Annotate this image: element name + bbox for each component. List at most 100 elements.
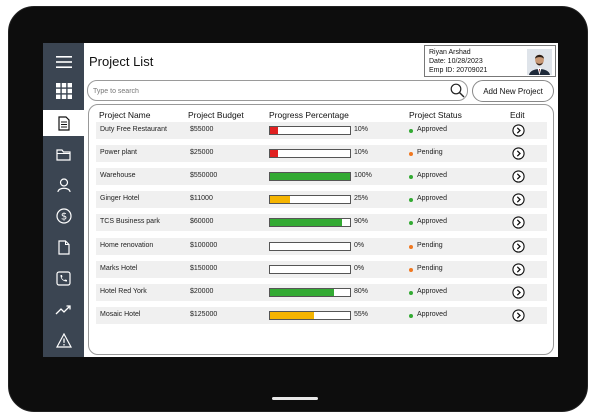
warning-icon — [55, 332, 72, 348]
progress-bar — [269, 126, 351, 135]
status-indicator — [409, 313, 413, 318]
edit-chevron-icon[interactable] — [512, 239, 525, 253]
progress-fill — [270, 196, 290, 204]
sidebar-item-alerts[interactable] — [43, 327, 84, 353]
project-name: Home renovation — [100, 241, 154, 249]
user-photo — [527, 49, 552, 75]
dollar-icon: $ — [55, 208, 72, 224]
project-name: Marks Hotel — [100, 264, 138, 272]
progress-fill — [270, 288, 334, 296]
sidebar-item-files[interactable] — [43, 234, 84, 260]
header-project-status: Project Status — [409, 110, 462, 120]
status-label: Approved — [417, 310, 447, 318]
sidebar-item-finance[interactable]: $ — [43, 203, 84, 229]
edit-chevron-icon[interactable] — [512, 286, 525, 299]
header-project-name: Project Name — [99, 110, 151, 120]
app-screen: $ — [43, 43, 558, 357]
menu-icon — [55, 56, 72, 68]
project-budget: $20000 — [190, 287, 214, 295]
progress-fill — [270, 173, 350, 181]
edit-chevron-icon[interactable] — [512, 193, 525, 206]
edit-chevron-icon[interactable] — [512, 124, 525, 137]
status-label: Approved — [417, 172, 447, 180]
status-label: Pending — [417, 264, 443, 272]
status-indicator — [409, 198, 413, 203]
search-input[interactable] — [93, 84, 433, 98]
project-budget: $550000 — [190, 172, 218, 180]
progress-bar — [269, 218, 351, 228]
menu-button[interactable] — [43, 49, 84, 75]
status-indicator — [409, 290, 413, 295]
main-content: Project List Riyan Arshad Date: 10/28/20… — [84, 43, 558, 357]
progress-label: 0% — [354, 241, 365, 249]
progress-bar — [269, 172, 351, 182]
sidebar-item-contacts[interactable] — [43, 265, 84, 291]
status-label: Approved — [417, 287, 447, 295]
home-indicator — [272, 397, 318, 400]
progress-fill — [270, 127, 278, 134]
sidebar-item-users[interactable] — [43, 172, 84, 198]
progress-label: 80% — [354, 287, 369, 295]
table-row: Duty Free Restaurant $55000 10% Approved — [96, 122, 547, 139]
progress-label: 55% — [354, 310, 369, 318]
sidebar-item-dashboard[interactable] — [43, 78, 84, 104]
edit-chevron-icon[interactable] — [512, 309, 525, 322]
progress-label: 25% — [354, 195, 369, 203]
svg-text:$: $ — [60, 212, 66, 223]
progress-label: 90% — [354, 218, 369, 226]
status-indicator — [409, 221, 413, 226]
progress-bar — [269, 264, 351, 274]
document-icon — [57, 115, 70, 131]
status-indicator — [409, 152, 413, 157]
edit-chevron-icon[interactable] — [512, 262, 525, 276]
sidebar-item-reports[interactable] — [43, 296, 84, 322]
status-label: Pending — [417, 149, 443, 157]
project-budget: $11000 — [190, 195, 213, 203]
progress-bar — [269, 149, 351, 159]
project-budget: $125000 — [190, 310, 218, 318]
project-budget: $100000 — [190, 241, 218, 249]
progress-label: 100% — [354, 172, 372, 180]
table-row: TCS Business park $60000 90% Approved — [96, 214, 547, 232]
progress-bar — [269, 195, 351, 205]
sidebar: $ — [43, 43, 84, 357]
progress-bar — [269, 287, 351, 297]
project-name: Ginger Hotel — [100, 195, 140, 203]
status-indicator — [409, 267, 413, 272]
progress-bar — [269, 241, 351, 251]
add-new-project-button[interactable]: Add New Project — [472, 80, 554, 102]
current-date: Date: 10/28/2023 — [429, 58, 483, 65]
project-name: Power plant — [100, 149, 137, 157]
header-edit: Edit — [510, 110, 525, 120]
user-name: Riyan Arshad — [429, 49, 471, 56]
status-label: Pending — [417, 241, 443, 249]
header-progress-percentage: Progress Percentage — [269, 110, 349, 120]
search-icon[interactable] — [450, 83, 465, 98]
progress-fill — [270, 150, 278, 158]
progress-fill — [270, 219, 342, 227]
project-name: Mosaic Hotel — [100, 310, 141, 318]
table-row: Home renovation $100000 0% Pending — [96, 237, 547, 255]
table-row: Hotel Red York $20000 80% Approved — [96, 283, 547, 301]
edit-chevron-icon[interactable] — [512, 170, 525, 183]
sidebar-item-projects[interactable] — [43, 110, 84, 136]
progress-bar — [269, 310, 351, 320]
status-indicator — [409, 129, 413, 133]
user-icon — [56, 177, 71, 192]
progress-label: 10% — [354, 149, 369, 157]
project-budget: $25000 — [190, 149, 214, 157]
sidebar-item-folders[interactable] — [43, 142, 84, 168]
status-label: Approved — [417, 218, 447, 226]
table-row: Power plant $25000 10% Pending — [96, 145, 547, 163]
edit-chevron-icon[interactable] — [512, 216, 525, 230]
status-indicator — [409, 175, 413, 180]
project-budget: $150000 — [190, 264, 218, 272]
project-name: Hotel Red York — [100, 287, 147, 295]
project-budget: $55000 — [190, 126, 214, 133]
phone-icon — [56, 270, 71, 286]
edit-chevron-icon[interactable] — [512, 147, 525, 160]
avatar — [527, 49, 552, 75]
status-label: Approved — [417, 126, 447, 133]
project-name: TCS Business park — [100, 218, 160, 226]
status-indicator — [409, 244, 413, 249]
